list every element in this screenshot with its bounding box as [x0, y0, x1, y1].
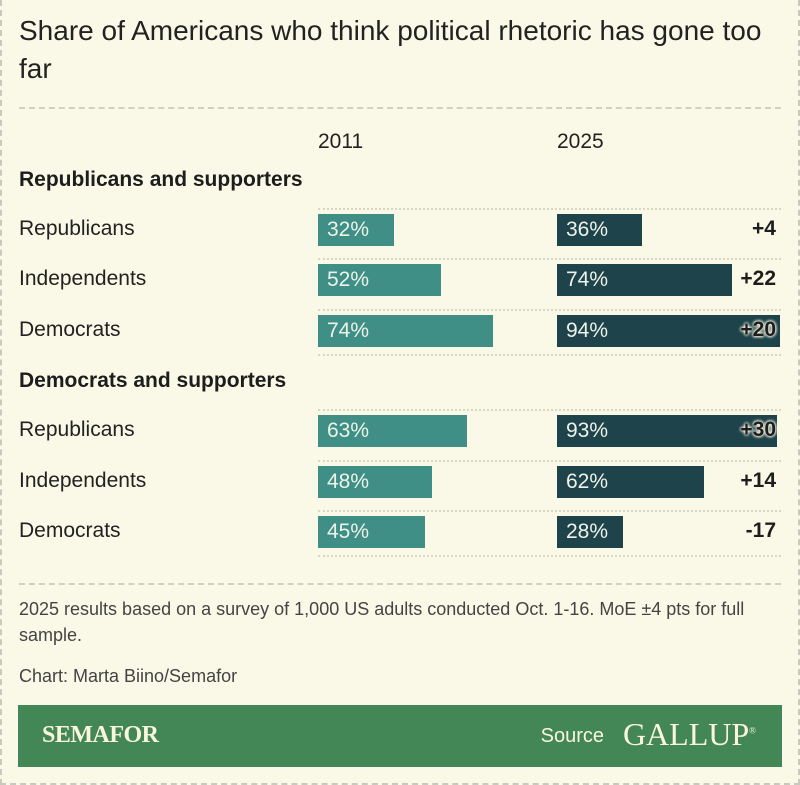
- divider: [19, 583, 781, 585]
- row-divider: [318, 409, 781, 412]
- group-heading: Republicans and supporters: [19, 168, 303, 191]
- row-label: Republicans: [19, 418, 135, 442]
- group-heading: Democrats and supporters: [19, 369, 287, 393]
- row-divider: [318, 208, 781, 210]
- row-label: Democrats: [19, 317, 121, 341]
- bar-2025: 36%: [557, 214, 643, 246]
- change-label: +14: [740, 468, 776, 492]
- row-label: Democrats: [19, 519, 121, 542]
- bar-2025: 28%: [557, 516, 624, 548]
- row-divider: [318, 555, 781, 557]
- change-label: -17: [745, 519, 776, 542]
- source-label: Source: [540, 725, 604, 747]
- row-label: Independents: [19, 267, 147, 291]
- row-divider: [318, 353, 781, 356]
- bar-2025: 94%: [557, 314, 780, 347]
- chart-title: Share of Americans who think political r…: [19, 15, 762, 84]
- footer-band: SEMAFOR Source GALLUP®: [18, 705, 782, 767]
- row-divider: [318, 459, 781, 462]
- row-label: Republicans: [19, 217, 135, 240]
- change-label: +4: [752, 217, 776, 240]
- bar-2011: 48%: [318, 465, 432, 498]
- row-divider: [318, 258, 781, 261]
- bar-2011: 52%: [318, 264, 442, 297]
- semafor-logo: SEMAFOR: [42, 722, 159, 748]
- change-label: +20: [740, 317, 776, 341]
- column-header-2025: 2025: [557, 130, 604, 153]
- bar-2025: 93%: [557, 415, 778, 448]
- chart-credit: Chart: Marta Biino/Semafor: [19, 666, 238, 686]
- change-label: +22: [740, 267, 776, 291]
- divider: [19, 107, 781, 109]
- row-divider: [318, 308, 781, 311]
- bar-2011: 32%: [318, 214, 394, 246]
- bar-2011: 63%: [318, 415, 468, 448]
- row-label: Independents: [19, 468, 147, 492]
- row-divider: [318, 510, 781, 512]
- bar-2025: 74%: [557, 264, 733, 297]
- chart-note: 2025 results based on a survey of 1,000 …: [19, 599, 745, 645]
- bar-2025: 62%: [557, 465, 704, 498]
- change-label: +30: [740, 418, 776, 442]
- gallup-logo: GALLUP®: [622, 716, 756, 752]
- bar-2011: 45%: [318, 516, 425, 548]
- column-header-2011: 2011: [318, 130, 364, 153]
- bar-2011: 74%: [318, 314, 494, 347]
